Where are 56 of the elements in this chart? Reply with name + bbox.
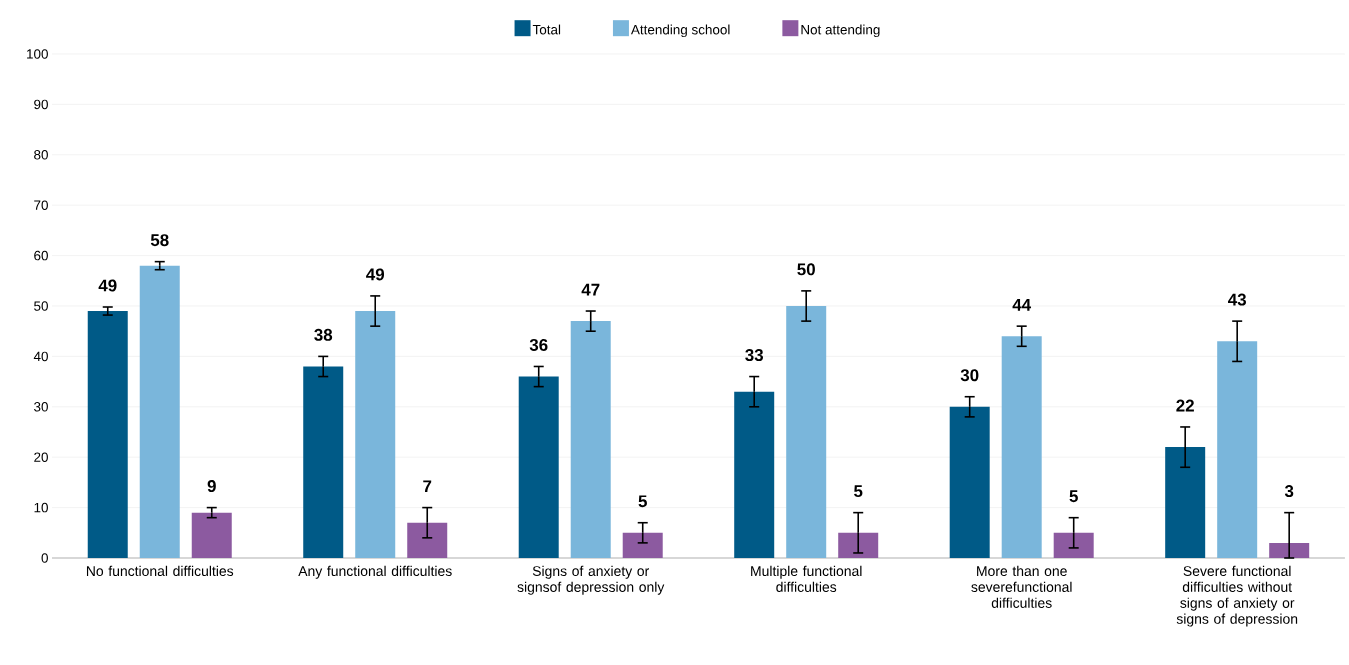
y-tick-label: 40 bbox=[33, 351, 48, 362]
data-label: 47 bbox=[581, 283, 600, 296]
y-tick-label: 60 bbox=[34, 250, 48, 261]
data-label: 7 bbox=[423, 480, 432, 493]
y-tick-label: 80 bbox=[34, 150, 48, 160]
data-label: 9 bbox=[207, 480, 216, 493]
x-tick-label: Signs of anxiety or signsof depression only bbox=[517, 565, 665, 595]
data-label: 36 bbox=[529, 338, 548, 351]
bar bbox=[786, 306, 827, 558]
bar bbox=[1165, 447, 1206, 558]
bar bbox=[407, 522, 448, 558]
y-tick-label: 30 bbox=[34, 402, 48, 412]
bar bbox=[191, 512, 232, 558]
legend-label: Total bbox=[532, 24, 561, 35]
data-label: 49 bbox=[98, 279, 117, 292]
bar bbox=[355, 311, 396, 558]
bar bbox=[949, 406, 990, 558]
data-label: 44 bbox=[1012, 298, 1032, 311]
bar bbox=[1053, 532, 1094, 558]
x-tick-label: Multiple functional difficulties bbox=[751, 565, 862, 592]
legend-label: Attending school bbox=[630, 24, 730, 38]
data-label: 22 bbox=[1176, 399, 1194, 412]
data-label: 30 bbox=[960, 369, 979, 382]
y-tick-label: 10 bbox=[34, 502, 48, 513]
data-label: 58 bbox=[150, 234, 169, 247]
data-label: 5 bbox=[638, 495, 647, 508]
data-label: 5 bbox=[1069, 490, 1078, 503]
bar bbox=[87, 311, 128, 558]
data-label: 3 bbox=[1284, 485, 1294, 498]
y-tick-label: 50 bbox=[34, 301, 48, 311]
y-tick-label: 20 bbox=[34, 452, 48, 462]
data-label: 5 bbox=[854, 485, 863, 498]
bar bbox=[1269, 542, 1310, 558]
x-tick-label: Severe functional difficulties without signs of anxiety or signs of depression bbox=[1176, 565, 1298, 627]
data-label: 43 bbox=[1228, 293, 1246, 306]
bar bbox=[1217, 341, 1258, 558]
bar bbox=[139, 265, 180, 558]
bar bbox=[518, 376, 559, 558]
bar bbox=[622, 532, 663, 558]
bar bbox=[303, 366, 344, 558]
x-tick-label: No functional difficulties bbox=[86, 565, 234, 577]
y-tick-label: 0 bbox=[41, 553, 48, 563]
y-tick-label: 90 bbox=[34, 99, 48, 110]
data-label: 33 bbox=[745, 349, 764, 362]
data-label: 49 bbox=[366, 268, 385, 281]
data-label: 50 bbox=[797, 263, 815, 276]
y-tick-label: 100 bbox=[27, 49, 48, 59]
bar bbox=[838, 532, 879, 558]
bar bbox=[734, 391, 775, 558]
y-tick-label: 70 bbox=[34, 200, 48, 210]
data-label: 38 bbox=[314, 328, 333, 341]
bar bbox=[1001, 336, 1042, 558]
x-tick-label: Any functional difficulties bbox=[298, 565, 452, 579]
x-tick-label: More than one severefunctional difficulties bbox=[971, 565, 1072, 608]
legend-label: Not attending bbox=[801, 24, 880, 38]
bar bbox=[570, 321, 611, 558]
